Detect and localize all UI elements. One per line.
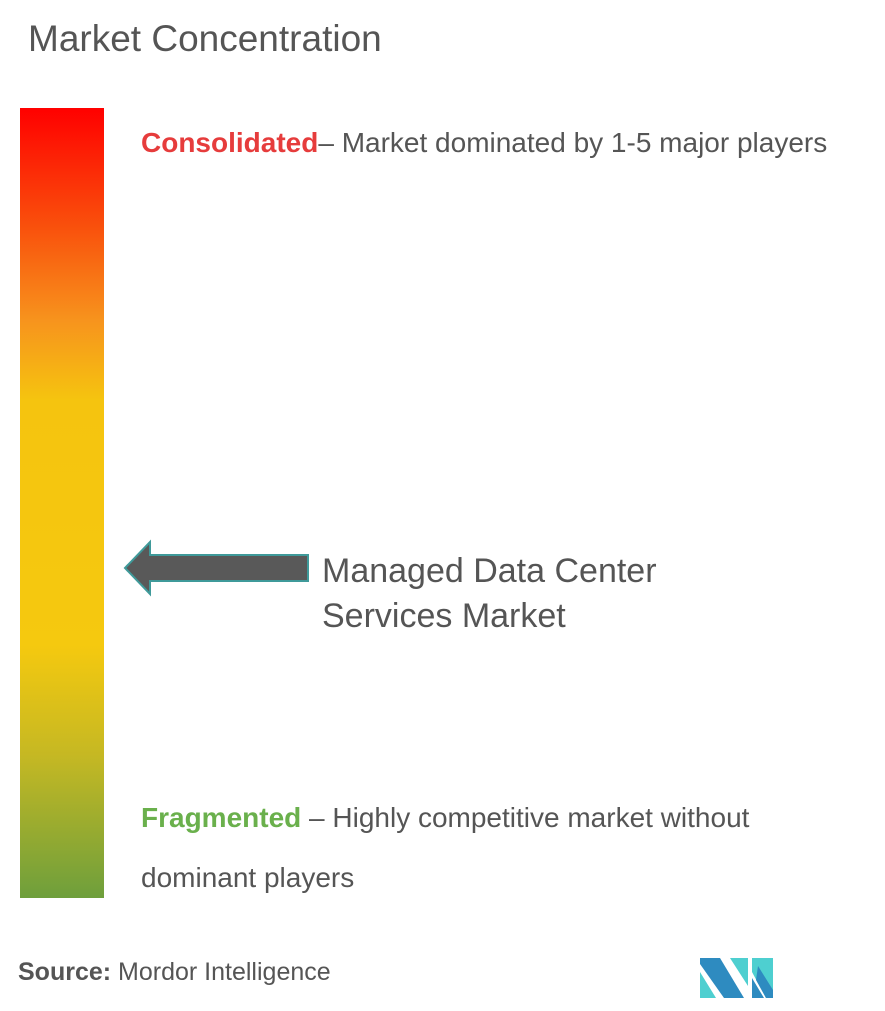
fragmented-description: Fragmented – Highly competitive market w… bbox=[141, 788, 861, 908]
source-label: Source: bbox=[18, 958, 112, 986]
fragmented-label: Fragmented bbox=[141, 802, 302, 833]
source-value: Mordor Intelligence bbox=[111, 958, 331, 986]
market-label: Managed Data Center Services Market bbox=[322, 552, 657, 635]
consolidated-text: – Market dominated by 1-5 major players bbox=[318, 127, 828, 158]
fragmented-text: – Highly competitive market without domi… bbox=[141, 802, 750, 893]
mordor-intelligence-logo bbox=[700, 958, 773, 998]
consolidated-description: Consolidated– Market dominated by 1-5 ma… bbox=[141, 113, 841, 173]
chart-title: Market Concentration bbox=[28, 18, 382, 59]
consolidated-label: Consolidated bbox=[141, 127, 319, 158]
market-position-arrow-icon bbox=[123, 539, 309, 597]
source-line: Source: Mordor Intelligence bbox=[18, 958, 331, 987]
concentration-gradient-bar bbox=[20, 108, 104, 898]
